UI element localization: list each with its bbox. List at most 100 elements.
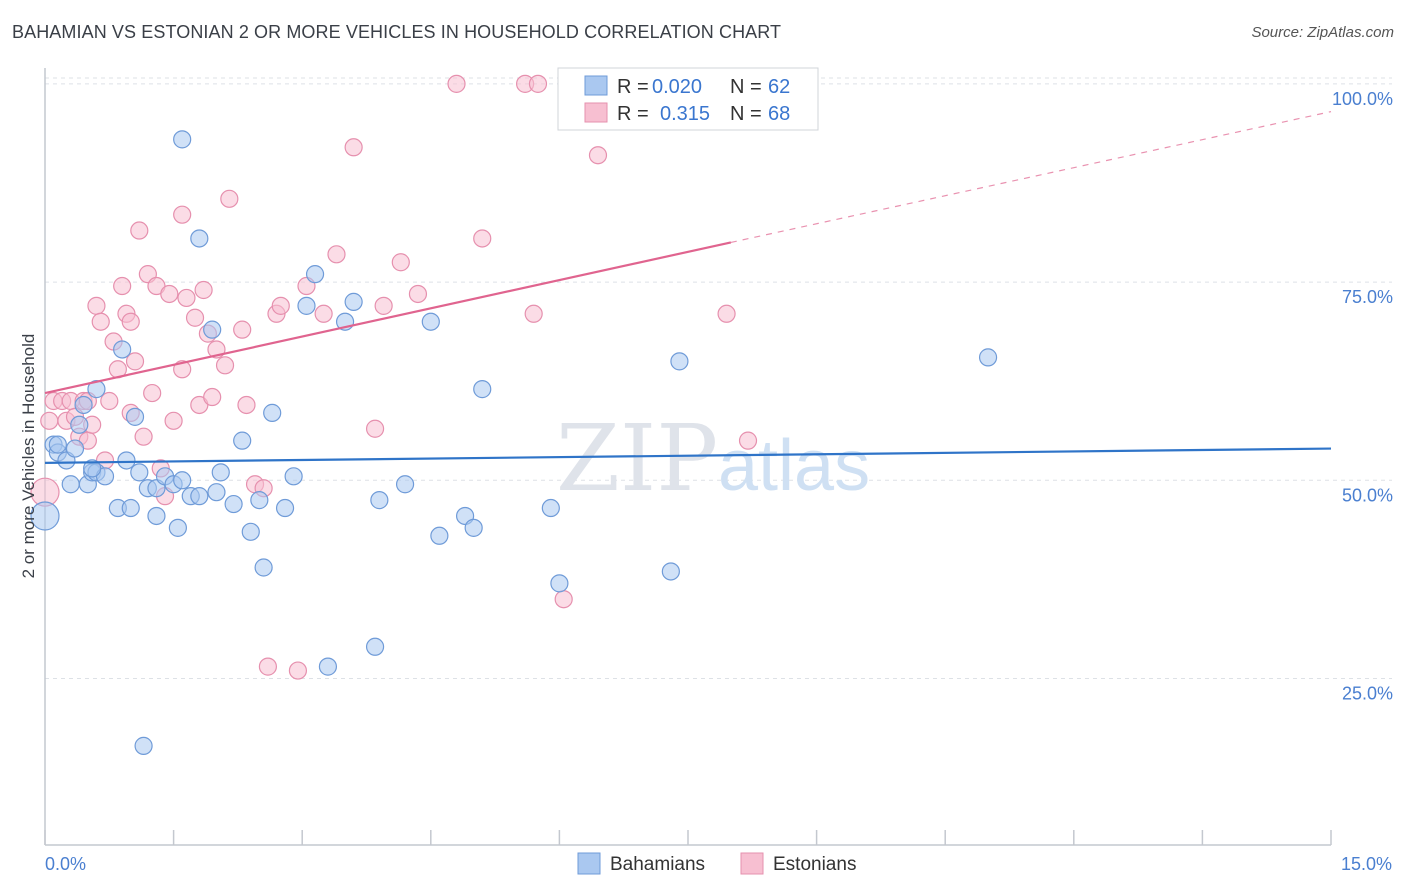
bahamians-point <box>113 340 132 359</box>
legend-swatch-estonians <box>584 102 608 123</box>
estonians-point <box>365 419 385 438</box>
bahamians-point <box>978 348 998 367</box>
bahamians-point <box>190 487 209 506</box>
bahamians-point <box>130 463 149 482</box>
bahamians-point <box>254 558 273 577</box>
bahamians-point <box>318 657 338 676</box>
bahamians-point <box>250 491 269 510</box>
estonians-point <box>203 387 222 407</box>
estonians-point <box>408 284 428 304</box>
legend-n-label-1: N = <box>730 76 762 98</box>
estonians-point <box>344 138 363 157</box>
bahamians-point <box>224 494 243 514</box>
estonians-point <box>327 245 346 264</box>
bahamians-point <box>134 736 153 755</box>
estonians-point <box>185 308 205 327</box>
estonians-point <box>271 296 290 315</box>
bahamians-point <box>125 407 145 426</box>
bottom-legend-estonians: Estonians <box>773 854 856 875</box>
bahamians-point <box>297 296 316 315</box>
estonians-point <box>40 411 59 430</box>
y-tick-label: 25.0% <box>1342 684 1393 704</box>
estonians-point <box>215 356 235 375</box>
estonians-point <box>588 146 608 165</box>
y-tick-label: 50.0% <box>1342 485 1393 505</box>
estonians-point <box>113 276 132 296</box>
bahamians-point <box>421 312 440 331</box>
bahamians-point <box>670 352 689 371</box>
legend-r-value-2: 0.315 <box>660 103 710 125</box>
estonians-point <box>143 383 162 403</box>
estonians-point <box>125 352 145 371</box>
estonians-point <box>91 312 110 331</box>
estonians-point <box>473 229 492 248</box>
estonians-point <box>237 395 256 415</box>
bahamians-point <box>661 562 680 581</box>
bahamians-point <box>65 439 85 458</box>
bahamians-trend-line <box>44 447 1332 464</box>
x-tick-label-max: 15.0% <box>1341 854 1392 874</box>
estonians-point <box>177 288 196 308</box>
estonians-point <box>173 205 192 224</box>
bottom-legend-swatch-estonians <box>740 852 764 875</box>
bottom-legend: Bahamians Estonians <box>577 852 856 875</box>
bahamians-point <box>395 475 415 494</box>
bahamians-point <box>74 395 93 415</box>
legend-box: R = 0.020 N = 62 R = 0.315 N = 68 <box>557 67 819 131</box>
bahamians-point <box>430 526 449 545</box>
bahamians-point <box>211 463 230 482</box>
legend-swatch-bahamians <box>584 75 608 96</box>
y-axis-label: 2 or more Vehicles in Household <box>19 334 38 579</box>
estonians-point <box>87 296 106 315</box>
bahamians-point <box>550 574 569 593</box>
estonians-point <box>528 74 548 93</box>
estonians-point <box>554 590 573 609</box>
bottom-legend-swatch-bahamians <box>577 852 601 875</box>
estonians-point <box>160 284 179 304</box>
estonians-point <box>130 221 149 240</box>
bahamians-point <box>241 522 260 541</box>
y-tick-label: 75.0% <box>1342 287 1393 307</box>
bahamians-point <box>61 475 80 494</box>
bahamians-point <box>30 501 60 531</box>
estonians-point <box>314 304 333 323</box>
estonians-point <box>134 427 153 446</box>
bahamians-point <box>473 380 492 399</box>
estonians-point <box>121 312 140 331</box>
x-tick-marks <box>44 830 1332 845</box>
estonians-point <box>233 320 252 339</box>
bahamians-point <box>173 130 192 149</box>
bahamians-point <box>275 498 295 518</box>
legend-n-value-1: 62 <box>768 76 790 98</box>
estonians-point <box>447 74 466 93</box>
bahamians-point <box>370 491 389 510</box>
bahamians-point <box>541 498 560 518</box>
y-tick-labels: 25.0% 50.0% 75.0% 100.0% <box>1332 89 1393 704</box>
bahamians-point <box>203 320 222 339</box>
estonians-points <box>30 74 758 680</box>
estonians-point <box>374 296 393 315</box>
bahamians-point <box>173 471 192 490</box>
estonians-point <box>524 304 543 323</box>
estonians-trend-line <box>44 241 732 395</box>
bahamians-point <box>365 637 385 656</box>
estonians-trend-extension <box>730 111 1332 244</box>
bahamians-point <box>147 506 166 526</box>
chart-title: BAHAMIAN VS ESTONIAN 2 OR MORE VEHICLES … <box>12 22 782 42</box>
estonians-point <box>220 189 239 208</box>
legend-r-label-2: R = <box>617 103 649 125</box>
estonians-point <box>391 253 410 272</box>
bahamians-point <box>48 435 67 454</box>
estonians-point <box>100 391 119 411</box>
estonians-point <box>194 280 213 300</box>
legend-r-value-1: 0.020 <box>652 76 702 98</box>
bahamians-point <box>190 229 209 248</box>
bahamians-point <box>83 459 102 478</box>
bahamians-point <box>168 518 187 537</box>
source-label: Source: ZipAtlas.com <box>1251 24 1394 41</box>
bahamians-point <box>464 518 483 537</box>
legend-r-label-1: R = <box>617 76 649 98</box>
estonians-point <box>288 661 308 680</box>
bahamians-point <box>284 467 303 486</box>
